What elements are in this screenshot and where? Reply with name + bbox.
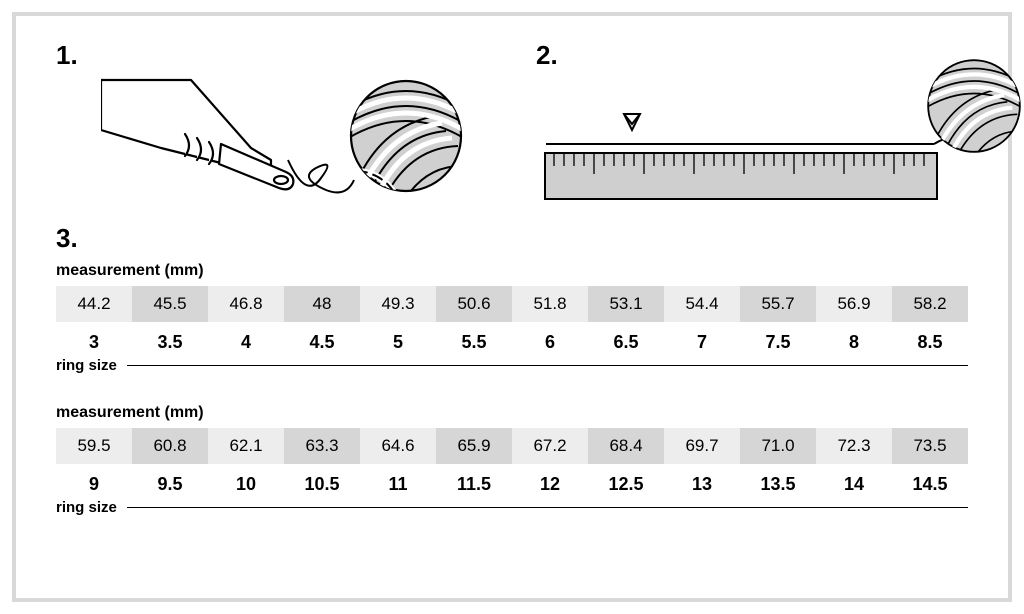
yarn-ball-icon <box>924 56 1024 156</box>
rule-line <box>127 365 968 366</box>
size-cell: 11 <box>360 474 436 495</box>
ring-size-rule: ring size <box>56 357 968 374</box>
mm-cell: 69.7 <box>664 428 740 464</box>
step-2-panel: 2. <box>536 40 968 215</box>
ring-size-rule: ring size <box>56 499 968 516</box>
mm-cell: 64.6 <box>360 428 436 464</box>
mm-cell: 62.1 <box>208 428 284 464</box>
size-cell: 9.5 <box>132 474 208 495</box>
step-3-number: 3. <box>56 223 968 254</box>
size-cell: 7.5 <box>740 332 816 353</box>
size-cell: 5.5 <box>436 332 512 353</box>
mm-cell: 54.4 <box>664 286 740 322</box>
mm-cell: 58.2 <box>892 286 968 322</box>
mm-heading: measurement (mm) <box>56 262 968 280</box>
mm-cell: 60.8 <box>132 428 208 464</box>
size-cell: 10 <box>208 474 284 495</box>
mm-row: 44.2 45.5 46.8 48 49.3 50.6 51.8 53.1 54… <box>56 286 968 322</box>
size-cell: 13.5 <box>740 474 816 495</box>
mm-row: 59.5 60.8 62.1 63.3 64.6 65.9 67.2 68.4 … <box>56 428 968 464</box>
mm-cell: 73.5 <box>892 428 968 464</box>
marker-arrow-icon <box>620 110 644 134</box>
thread-line-icon <box>546 136 966 150</box>
size-cell: 8 <box>816 332 892 353</box>
mm-cell: 44.2 <box>56 286 132 322</box>
size-cell: 12 <box>512 474 588 495</box>
size-cell: 8.5 <box>892 332 968 353</box>
mm-heading: measurement (mm) <box>56 404 968 422</box>
ring-size-label: ring size <box>56 357 117 374</box>
size-cell: 14 <box>816 474 892 495</box>
ruler-icon <box>544 152 938 200</box>
size-cell: 14.5 <box>892 474 968 495</box>
mm-cell: 46.8 <box>208 286 284 322</box>
hand-icon <box>101 70 301 200</box>
size-cell: 6 <box>512 332 588 353</box>
size-cell: 3.5 <box>132 332 208 353</box>
size-cell: 13 <box>664 474 740 495</box>
mm-cell: 65.9 <box>436 428 512 464</box>
size-row: 3 3.5 4 4.5 5 5.5 6 6.5 7 7.5 8 8.5 <box>56 332 968 353</box>
mm-cell: 48 <box>284 286 360 322</box>
mm-cell: 50.6 <box>436 286 512 322</box>
size-cell: 5 <box>360 332 436 353</box>
size-cell: 10.5 <box>284 474 360 495</box>
step-1-panel: 1. <box>56 40 496 215</box>
size-cell: 9 <box>56 474 132 495</box>
size-cell: 11.5 <box>436 474 512 495</box>
mm-cell: 55.7 <box>740 286 816 322</box>
size-cell: 7 <box>664 332 740 353</box>
size-cell: 4 <box>208 332 284 353</box>
size-cell: 3 <box>56 332 132 353</box>
mm-cell: 71.0 <box>740 428 816 464</box>
infographic-frame: 1. <box>12 12 1012 602</box>
size-cell: 4.5 <box>284 332 360 353</box>
mm-cell: 45.5 <box>132 286 208 322</box>
size-cell: 12.5 <box>588 474 664 495</box>
mm-cell: 56.9 <box>816 286 892 322</box>
step-2-number: 2. <box>536 40 968 71</box>
mm-cell: 68.4 <box>588 428 664 464</box>
mm-cell: 51.8 <box>512 286 588 322</box>
rule-line <box>127 507 968 508</box>
mm-cell: 67.2 <box>512 428 588 464</box>
top-illustration-row: 1. <box>56 40 968 215</box>
mm-cell: 53.1 <box>588 286 664 322</box>
mm-cell: 63.3 <box>284 428 360 464</box>
ring-size-label: ring size <box>56 499 117 516</box>
mm-cell: 49.3 <box>360 286 436 322</box>
size-row: 9 9.5 10 10.5 11 11.5 12 12.5 13 13.5 14… <box>56 474 968 495</box>
size-table-1: measurement (mm) 44.2 45.5 46.8 48 49.3 … <box>56 262 968 374</box>
mm-cell: 59.5 <box>56 428 132 464</box>
yarn-ball-icon <box>346 76 466 196</box>
step-1-number: 1. <box>56 40 496 71</box>
size-cell: 6.5 <box>588 332 664 353</box>
mm-cell: 72.3 <box>816 428 892 464</box>
size-table-2: measurement (mm) 59.5 60.8 62.1 63.3 64.… <box>56 404 968 516</box>
